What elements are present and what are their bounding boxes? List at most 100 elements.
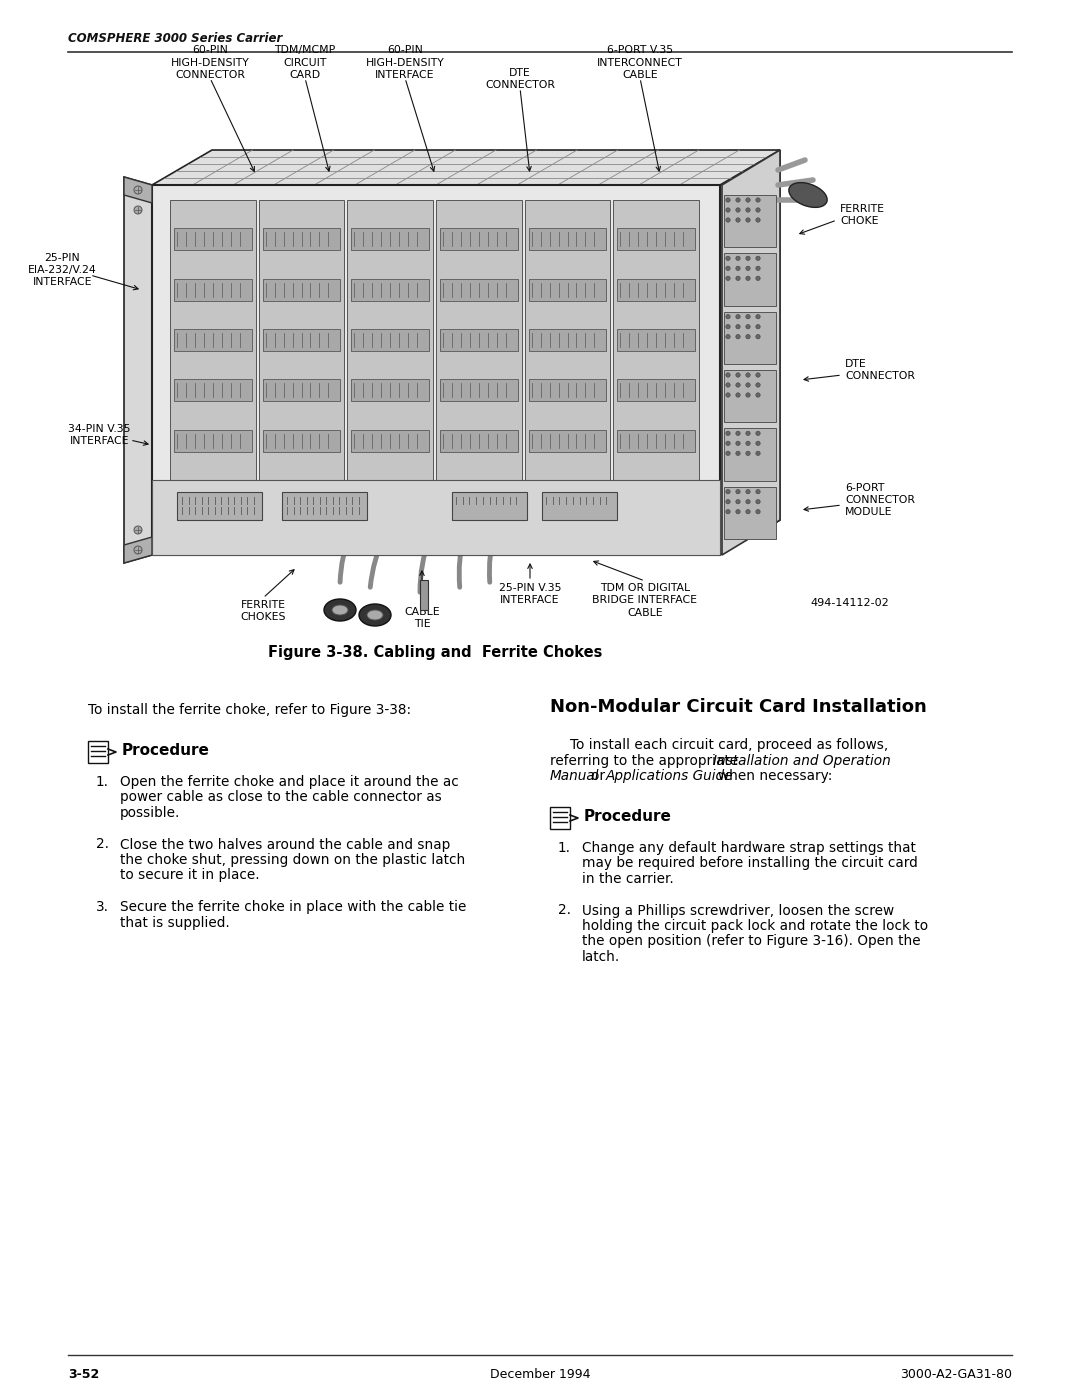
Bar: [351, 228, 429, 250]
Bar: [351, 278, 429, 300]
Text: Manual: Manual: [550, 768, 599, 782]
Bar: [724, 253, 777, 306]
Circle shape: [726, 441, 730, 446]
Text: Non-Modular Circuit Card Installation: Non-Modular Circuit Card Installation: [550, 698, 927, 717]
Text: DTE
CONNECTOR: DTE CONNECTOR: [485, 67, 555, 89]
Circle shape: [726, 510, 730, 514]
Circle shape: [726, 324, 730, 328]
Bar: [440, 430, 517, 451]
Bar: [152, 481, 720, 555]
Circle shape: [746, 277, 751, 281]
Text: 60-PIN
HIGH-DENSITY
INTERFACE: 60-PIN HIGH-DENSITY INTERFACE: [366, 45, 444, 80]
Circle shape: [134, 186, 141, 194]
Circle shape: [746, 510, 751, 514]
Bar: [351, 380, 429, 401]
Circle shape: [134, 546, 141, 555]
Text: Change any default hardware strap settings that: Change any default hardware strap settin…: [582, 841, 916, 855]
Polygon shape: [152, 184, 720, 555]
Text: CABLE
TIE: CABLE TIE: [404, 608, 440, 630]
Bar: [351, 330, 429, 351]
Circle shape: [134, 205, 141, 214]
Bar: [529, 278, 606, 300]
Polygon shape: [152, 149, 780, 184]
Circle shape: [726, 489, 730, 495]
Circle shape: [746, 198, 751, 203]
Bar: [174, 430, 252, 451]
Circle shape: [746, 393, 751, 397]
Text: 34-PIN V.35
INTERFACE: 34-PIN V.35 INTERFACE: [68, 423, 131, 446]
Bar: [348, 200, 433, 481]
Bar: [170, 200, 256, 481]
Circle shape: [746, 500, 751, 504]
Bar: [618, 380, 696, 401]
Text: December 1994: December 1994: [489, 1368, 591, 1382]
Text: the choke shut, pressing down on the plastic latch: the choke shut, pressing down on the pla…: [120, 854, 465, 868]
Circle shape: [735, 208, 740, 212]
Bar: [174, 228, 252, 250]
Text: 60-PIN
HIGH-DENSITY
CONNECTOR: 60-PIN HIGH-DENSITY CONNECTOR: [171, 45, 249, 80]
Circle shape: [735, 314, 740, 319]
Circle shape: [756, 393, 760, 397]
Circle shape: [756, 373, 760, 377]
Circle shape: [746, 324, 751, 328]
Circle shape: [726, 218, 730, 222]
Text: Using a Phillips screwdriver, loosen the screw: Using a Phillips screwdriver, loosen the…: [582, 904, 894, 918]
Bar: [724, 312, 777, 365]
Ellipse shape: [788, 183, 827, 207]
Text: 1.: 1.: [96, 775, 109, 789]
Polygon shape: [723, 149, 780, 555]
Text: Close the two halves around the cable and snap: Close the two halves around the cable an…: [120, 837, 450, 852]
Text: Installation and Operation: Installation and Operation: [713, 753, 891, 767]
Circle shape: [746, 267, 751, 271]
Circle shape: [746, 314, 751, 319]
Bar: [618, 228, 696, 250]
Circle shape: [756, 324, 760, 328]
Text: in the carrier.: in the carrier.: [582, 872, 674, 886]
Circle shape: [746, 218, 751, 222]
Bar: [525, 200, 610, 481]
Text: when necessary:: when necessary:: [718, 768, 833, 782]
Text: Figure 3-38. Cabling and  Ferrite Chokes: Figure 3-38. Cabling and Ferrite Chokes: [268, 645, 603, 659]
Text: Procedure: Procedure: [122, 743, 210, 759]
Circle shape: [746, 383, 751, 387]
Ellipse shape: [359, 604, 391, 626]
Bar: [440, 278, 517, 300]
Bar: [282, 492, 367, 520]
Circle shape: [756, 441, 760, 446]
Circle shape: [726, 198, 730, 203]
Circle shape: [735, 267, 740, 271]
Text: power cable as close to the cable connector as: power cable as close to the cable connec…: [120, 791, 442, 805]
Bar: [262, 330, 340, 351]
Circle shape: [726, 256, 730, 260]
Polygon shape: [152, 520, 780, 555]
Bar: [724, 370, 777, 422]
Text: latch.: latch.: [582, 950, 620, 964]
Circle shape: [726, 432, 730, 436]
Text: that is supplied.: that is supplied.: [120, 915, 230, 929]
Circle shape: [735, 218, 740, 222]
Text: FERRITE
CHOKES: FERRITE CHOKES: [240, 599, 286, 623]
Circle shape: [735, 256, 740, 260]
Text: possible.: possible.: [120, 806, 180, 820]
Text: may be required before installing the circuit card: may be required before installing the ci…: [582, 856, 918, 870]
Circle shape: [756, 432, 760, 436]
Circle shape: [746, 441, 751, 446]
Bar: [177, 492, 262, 520]
Circle shape: [756, 500, 760, 504]
Text: 2.: 2.: [96, 837, 109, 852]
Circle shape: [746, 334, 751, 339]
Text: To install the ferrite choke, refer to Figure 3-38:: To install the ferrite choke, refer to F…: [87, 703, 411, 717]
Circle shape: [746, 451, 751, 455]
Bar: [613, 200, 699, 481]
Bar: [262, 278, 340, 300]
Circle shape: [726, 393, 730, 397]
Bar: [618, 330, 696, 351]
Circle shape: [756, 383, 760, 387]
Text: COMSPHERE 3000 Series Carrier: COMSPHERE 3000 Series Carrier: [68, 32, 282, 45]
Bar: [259, 200, 345, 481]
Bar: [440, 228, 517, 250]
Circle shape: [756, 198, 760, 203]
Circle shape: [726, 208, 730, 212]
Text: Procedure: Procedure: [584, 809, 672, 824]
Circle shape: [735, 277, 740, 281]
